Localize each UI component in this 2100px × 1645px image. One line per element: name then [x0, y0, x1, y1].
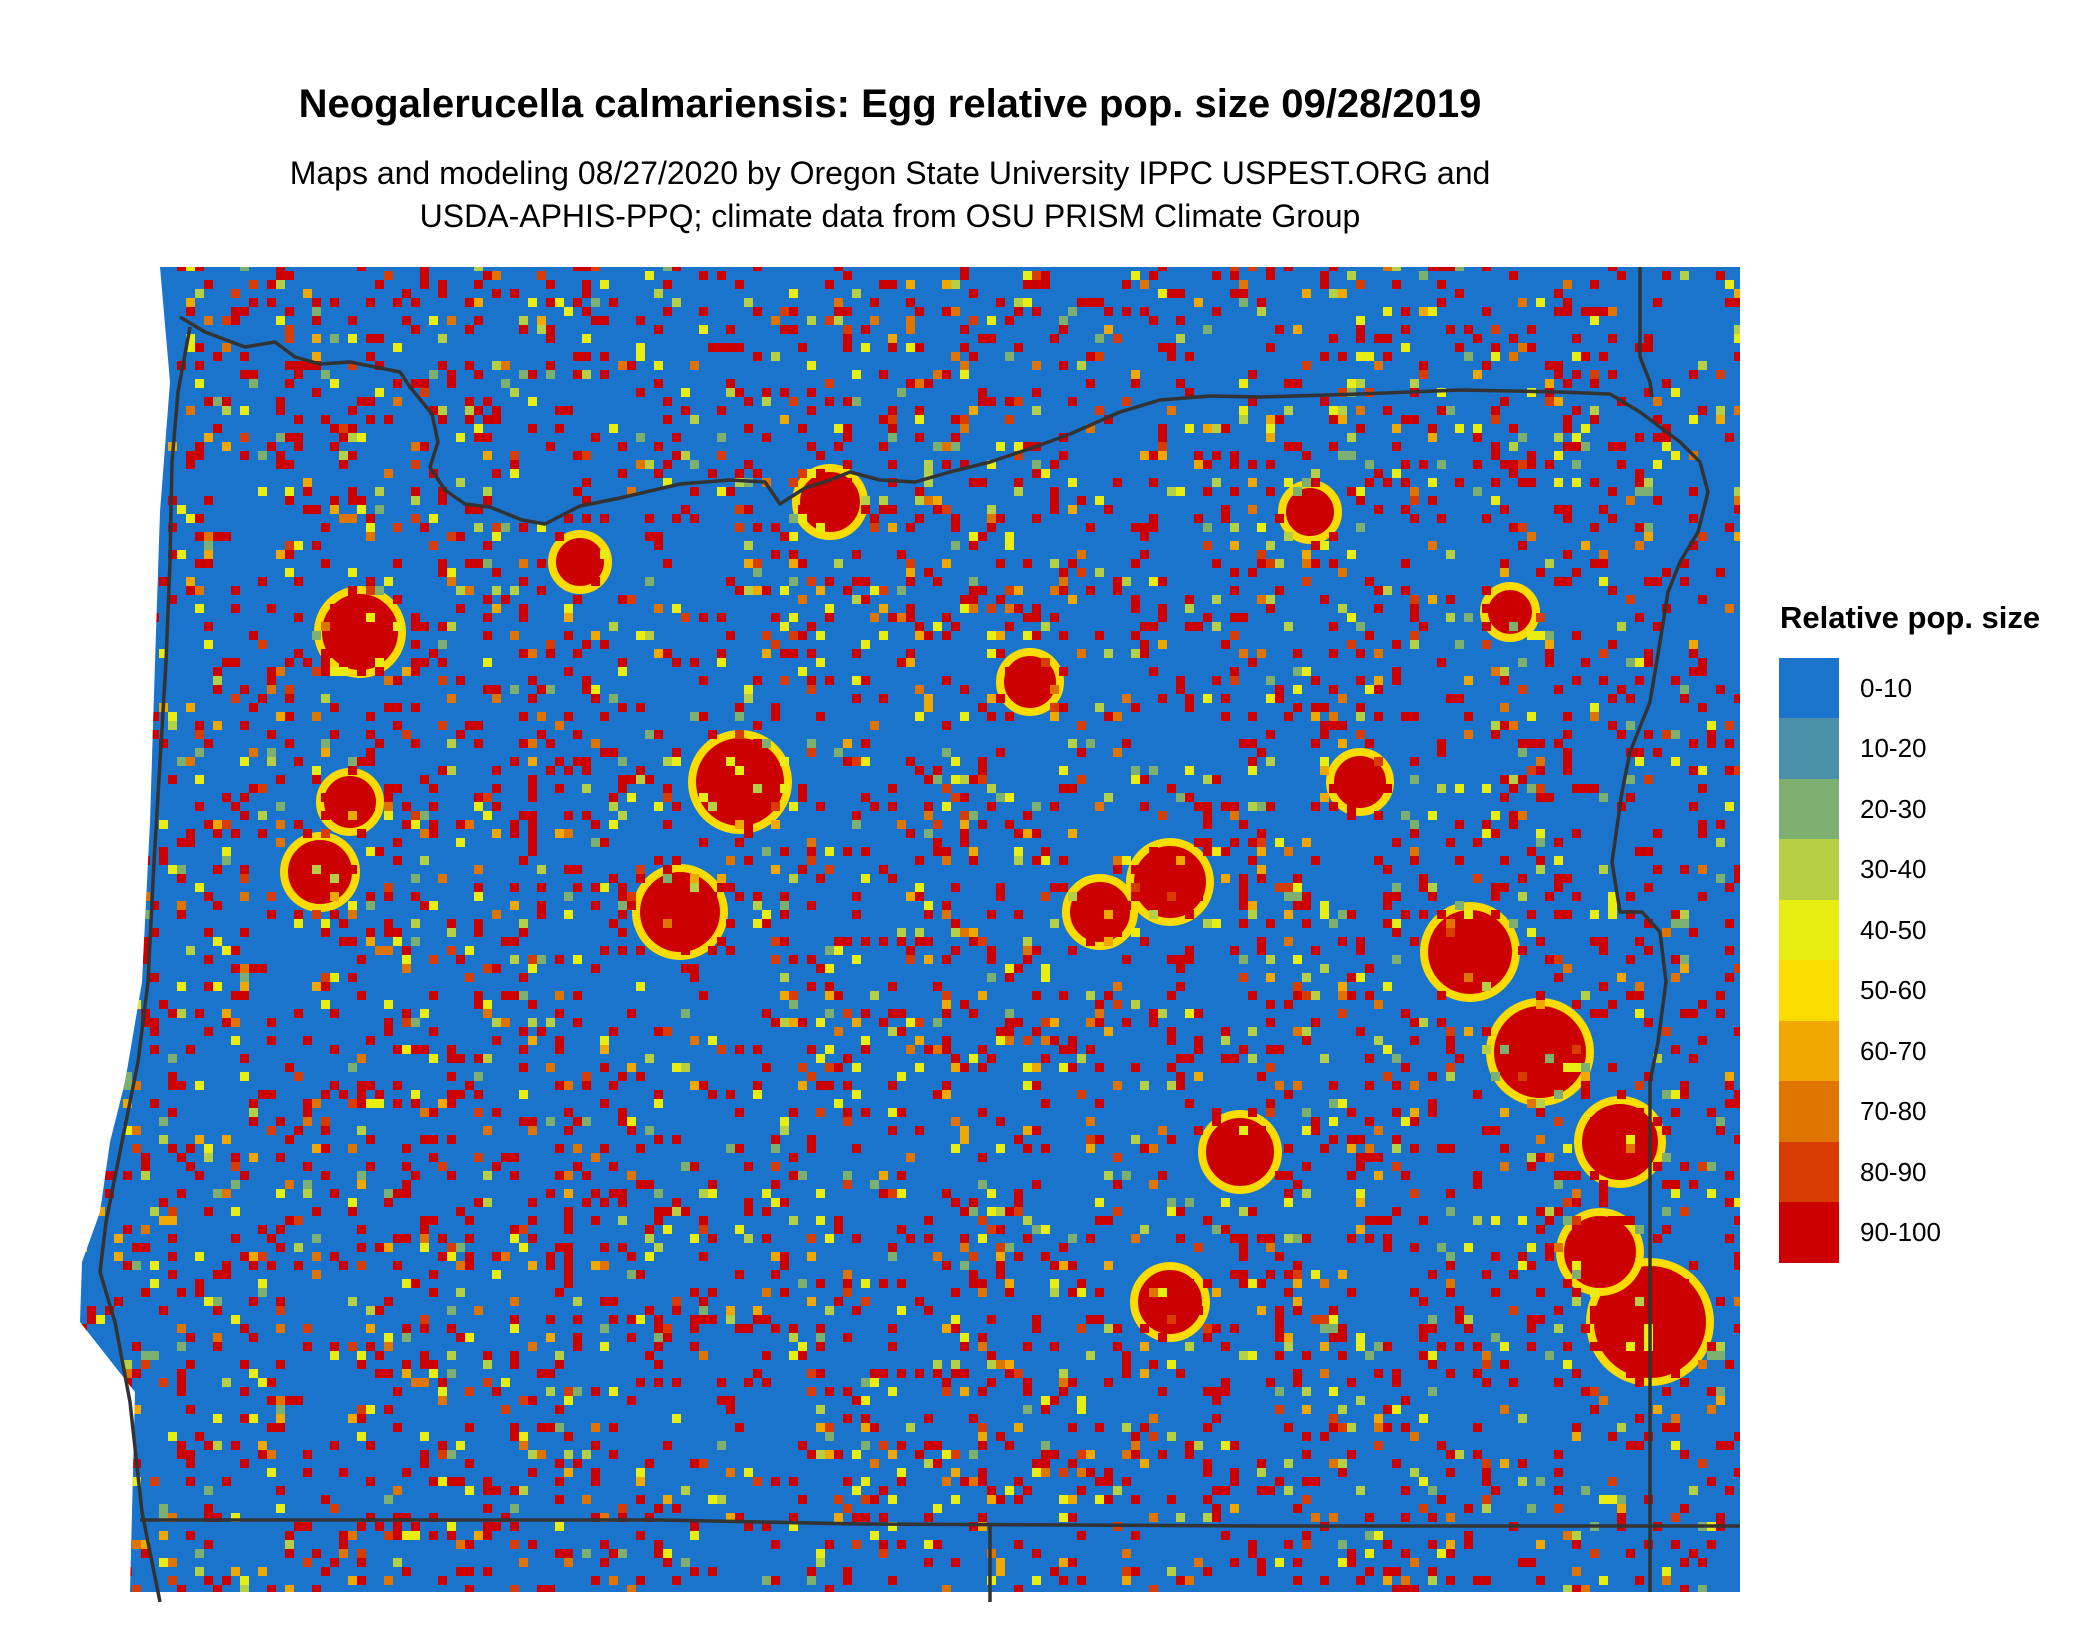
- population-speckle: [80, 267, 1740, 1592]
- oregon-south-boundary: [140, 1518, 1740, 1528]
- legend-label: 50-60: [1860, 975, 1927, 1006]
- hotspot: [548, 530, 612, 594]
- oregon-population-map: [60, 262, 1740, 1602]
- legend-item: 20-30: [1779, 778, 2040, 840]
- legend-label: 0-10: [1860, 672, 1913, 703]
- hotspot: [1062, 874, 1138, 950]
- legend-swatch: [1779, 1020, 1839, 1082]
- legend-label: 20-30: [1860, 793, 1927, 824]
- legend-label: 90-100: [1860, 1217, 1941, 1248]
- hotspot: [1126, 838, 1214, 926]
- hotspot: [1420, 902, 1520, 1002]
- legend-swatch: [1779, 657, 1839, 719]
- oregon-northeast-boundary: [1638, 267, 1654, 398]
- hotspot: [632, 864, 728, 960]
- legend-item: 30-40: [1779, 839, 2040, 901]
- legend-swatch: [1779, 899, 1839, 961]
- legend-label: 40-50: [1860, 914, 1927, 945]
- legend-item: 70-80: [1779, 1081, 2040, 1143]
- columbia-river-boundary: [179, 315, 1710, 1592]
- oregon-west-boundary: [98, 326, 192, 1602]
- map-subtitle-line-1: Maps and modeling 08/27/2020 by Oregon S…: [289, 155, 1491, 191]
- legend-item: 60-70: [1779, 1020, 2040, 1082]
- legend-label: 30-40: [1860, 854, 1927, 885]
- legend-items: 0-10 10-20 20-30 30-40 40-50 50-60 60-70 70-80 8…: [1779, 657, 2040, 1264]
- legend-item: 10-20: [1779, 718, 2040, 780]
- legend-swatch: [1779, 839, 1839, 901]
- legend-swatch: [1779, 1202, 1839, 1264]
- legend-label: 60-70: [1860, 1035, 1927, 1066]
- legend-item: 50-60: [1779, 960, 2040, 1022]
- legend-label: 70-80: [1860, 1096, 1927, 1127]
- legend-item: 0-10: [1779, 657, 2040, 719]
- legend-swatch: [1779, 718, 1839, 780]
- legend-title: Relative pop. size: [1780, 600, 2041, 635]
- legend-item: 40-50: [1779, 899, 2040, 961]
- state-borders: [98, 267, 1740, 1602]
- legend-swatch: [1779, 1141, 1839, 1203]
- legend-swatch: [1779, 1081, 1839, 1143]
- hotspot: [314, 586, 406, 678]
- legend: Relative pop. size 0-10 10-20 20-30 30-40 40…: [1779, 600, 2041, 1264]
- map-title: Neogalerucella calmariensis: Egg relativ…: [298, 82, 1482, 126]
- legend-swatch: [1779, 778, 1839, 840]
- map-subtitle-line-2: USDA-APHIS-PPQ; climate data from OSU PR…: [419, 198, 1361, 234]
- legend-item: 80-90: [1779, 1141, 2040, 1203]
- legend-label: 10-20: [1860, 733, 1927, 764]
- legend-swatch: [1779, 960, 1839, 1022]
- legend-item: 90-100: [1779, 1202, 2040, 1264]
- legend-label: 80-90: [1860, 1156, 1927, 1187]
